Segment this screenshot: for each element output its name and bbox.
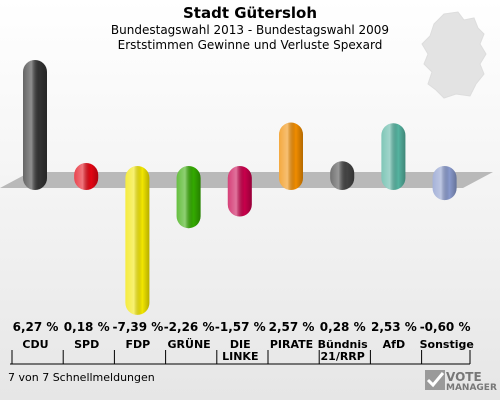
value-label-cdu: 6,27 % [12, 320, 59, 334]
footer-text: 7 von 7 Schnellmeldungen [8, 371, 155, 384]
bar-spd [74, 162, 99, 190]
party-label-sonstige: Sonstige [419, 338, 474, 351]
party-label-bündnis-21-rrp: Bündnis 21/RRP [317, 338, 368, 363]
party-label-pirate: PIRATE [269, 338, 314, 351]
bar-afd [381, 123, 406, 190]
party-label-grüne: GRÜNE [167, 338, 211, 351]
party-label-cdu: CDU [22, 338, 49, 351]
bar-sonstige [432, 166, 457, 201]
vote-manager-logo: VOTE MANAGER [424, 364, 497, 396]
party-label-fdp: FDP [125, 338, 151, 351]
bars [23, 60, 457, 315]
germany-map-icon [421, 11, 487, 99]
value-label-bündnis-21-rrp: 0,28 % [319, 320, 366, 334]
party-label-die-linke: DIE LINKE [222, 338, 259, 363]
bar-bündnis-21-rrp [330, 161, 355, 190]
value-label-sonstige: -0,60 % [419, 320, 471, 334]
value-label-afd: 2,53 % [370, 320, 417, 334]
bar-cdu [23, 60, 47, 190]
logo-line-2: MANAGER [446, 383, 497, 393]
value-label-grüne: -2,26 % [163, 320, 215, 334]
bar-fdp [125, 166, 150, 315]
bar-die-linke [227, 166, 252, 217]
party-label-spd: SPD [74, 338, 100, 351]
bar-pirate [279, 122, 303, 190]
bar-grüne [176, 166, 201, 229]
chart-subtitle: Bundestagswahl 2013 - Bundestagswahl 200… [110, 23, 390, 37]
chart-title: Stadt Gütersloh [182, 4, 317, 22]
value-label-pirate: 2,57 % [268, 320, 315, 334]
party-label-afd: AfD [382, 338, 406, 351]
logo-line-1: VOTE [446, 370, 482, 384]
value-label-die-linke: -1,57 % [214, 320, 266, 334]
chart-subtitle-2: Erststimmen Gewinne und Verluste Spexard [117, 38, 383, 52]
bar-chart [0, 60, 493, 315]
value-label-fdp: -7,39 % [112, 320, 164, 334]
value-label-spd: 0,18 % [63, 320, 110, 334]
checkmark-icon [425, 370, 445, 390]
